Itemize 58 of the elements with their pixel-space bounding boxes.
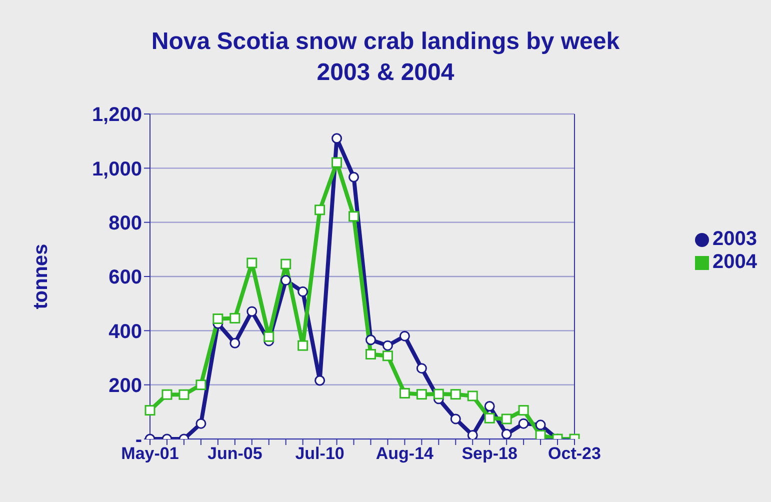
point [535,420,546,430]
point [230,338,240,348]
point [467,430,478,439]
point [501,414,512,424]
point [230,312,240,324]
point [399,330,410,342]
point [399,388,410,398]
point [433,388,444,400]
point [348,172,360,182]
point [196,418,206,429]
y-axis-title: tonnes [30,244,52,310]
point [178,389,190,400]
point [280,258,292,270]
point [416,363,427,374]
point [467,390,478,402]
chart-subtitle: 2003 & 2004 [316,58,456,88]
point [484,412,495,424]
chart-title: Nova Scotia snow crab landings by week [150,27,621,57]
point [196,380,206,390]
point [314,204,326,216]
point [450,414,461,424]
point [365,348,376,360]
x-tick-label: Oct-23 [548,444,601,464]
point [264,331,274,342]
point [246,258,258,268]
point [298,340,308,351]
x-tick-label: Jul-10 [295,444,344,464]
point [212,314,224,324]
point [518,405,529,416]
point [298,286,308,297]
point [348,211,360,222]
point [382,350,393,362]
y-tick-label: 400 [108,320,142,343]
point [484,400,495,412]
point [314,375,326,386]
point [450,389,461,400]
x-tick-label: Aug-14 [376,444,434,464]
y-tick-label: 1,200 [92,104,142,126]
point [162,389,172,400]
x-tick-label: Sep-18 [462,444,518,464]
point [535,430,546,439]
y-tick-label: 1,000 [92,158,142,180]
point [246,306,258,317]
x-tick-label: Jun-05 [208,444,262,464]
legend-label: 2004 [712,251,757,273]
point [518,418,529,429]
y-tick-label: 800 [108,212,142,234]
point [501,428,512,439]
point [280,275,292,286]
point [416,389,427,400]
y-tick-label: 200 [108,374,142,397]
point [332,133,342,144]
point [332,157,342,168]
y-tick-label: 600 [108,266,142,289]
legend-label: 2003 [712,228,757,250]
point [365,334,376,346]
point [144,405,156,416]
point [382,340,393,351]
